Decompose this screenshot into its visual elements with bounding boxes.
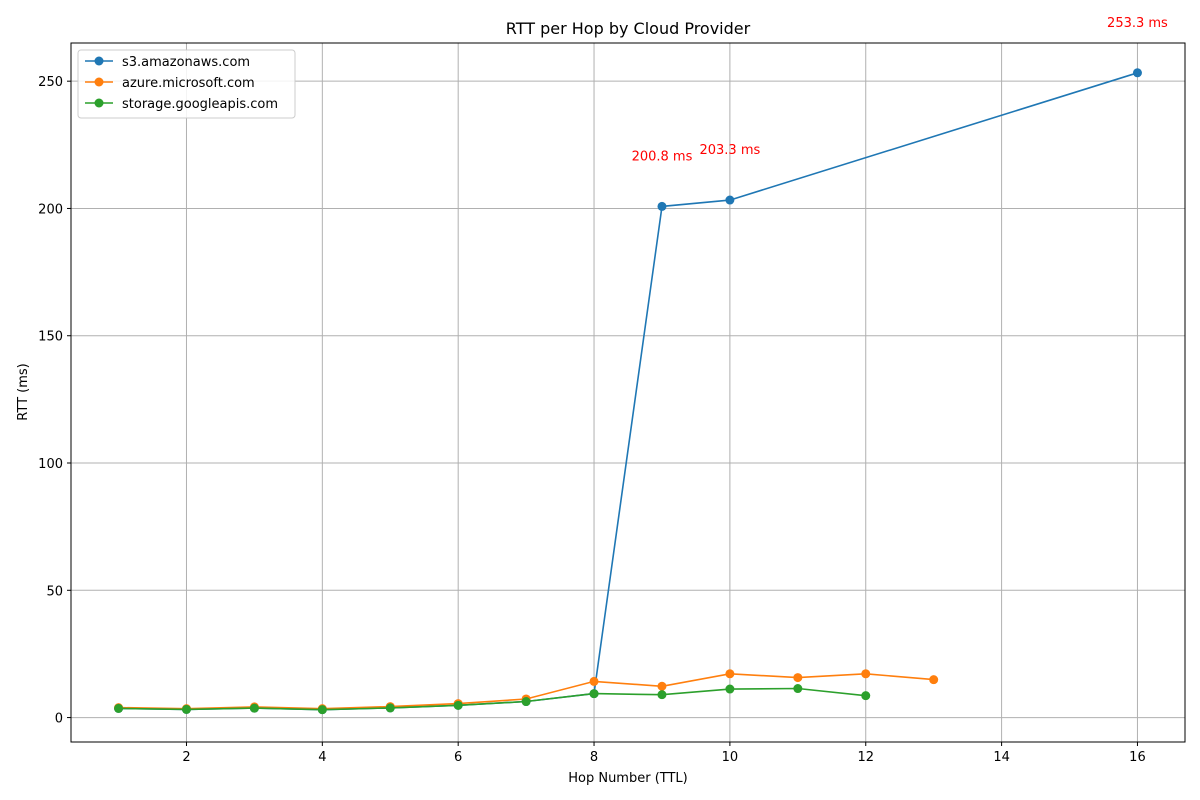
data-point (385, 703, 395, 713)
grid-lines (71, 43, 1185, 742)
data-point (453, 700, 463, 710)
x-tick-label: 16 (1129, 750, 1146, 765)
data-point (861, 691, 871, 701)
data-annotation: 203.3 ms (699, 143, 760, 158)
data-point (793, 684, 803, 694)
data-point (317, 705, 327, 715)
data-point (793, 673, 803, 683)
y-axis-ticks: 0 50 100 150 200 250 (38, 75, 71, 727)
x-axis-ticks: 2 4 6 8 10 12 14 16 (182, 742, 1146, 765)
data-point (657, 201, 667, 211)
chart-title: RTT per Hop by Cloud Provider (506, 19, 751, 38)
x-tick-label: 12 (857, 750, 874, 765)
legend-label: s3.amazonaws.com (122, 55, 250, 70)
y-tick-label: 150 (38, 330, 63, 345)
plot-frame (70, 42, 1186, 743)
legend-label: storage.googleapis.com (122, 97, 278, 112)
x-tick-label: 14 (993, 750, 1010, 765)
x-tick-label: 6 (454, 750, 462, 765)
data-point (1132, 68, 1142, 78)
data-point (725, 195, 735, 205)
y-tick-label: 0 (55, 712, 63, 727)
data-point (249, 703, 259, 713)
legend-marker (94, 77, 104, 87)
data-annotation: 253.3 ms (1107, 16, 1168, 31)
data-point (725, 669, 735, 679)
legend-marker (94, 56, 104, 66)
x-tick-label: 2 (182, 750, 190, 765)
x-tick-label: 10 (722, 750, 739, 765)
legend: s3.amazonaws.com azure.microsoft.com stora… (77, 49, 296, 119)
data-point (725, 684, 735, 694)
series-line (118, 687, 866, 711)
series-2 (114, 684, 871, 715)
data-point (861, 669, 871, 679)
data-annotation: 200.8 ms (632, 150, 693, 165)
legend-box (77, 49, 296, 119)
x-tick-label: 4 (318, 750, 326, 765)
x-axis-label: Hop Number (TTL) (568, 771, 688, 786)
data-point (589, 689, 599, 699)
y-tick-label: 250 (38, 75, 63, 90)
series-layer (114, 68, 1142, 715)
annotation-layer: 200.8 ms 203.3 ms 253.3 ms (632, 16, 1168, 165)
legend-label: azure.microsoft.com (122, 76, 255, 91)
x-tick-label: 8 (590, 750, 598, 765)
y-tick-label: 200 (38, 202, 63, 217)
y-axis-label: RTT (ms) (16, 363, 31, 420)
data-point (521, 697, 531, 707)
series-0 (114, 68, 1142, 715)
data-point (181, 704, 191, 714)
y-tick-label: 100 (38, 457, 63, 472)
data-point (114, 703, 124, 713)
y-tick-label: 50 (46, 584, 63, 599)
series-1 (114, 669, 939, 714)
data-point (589, 676, 599, 686)
data-point (929, 675, 939, 685)
legend-marker (94, 98, 104, 108)
series-line (118, 72, 1138, 711)
data-point (657, 681, 667, 691)
data-point (657, 690, 667, 700)
